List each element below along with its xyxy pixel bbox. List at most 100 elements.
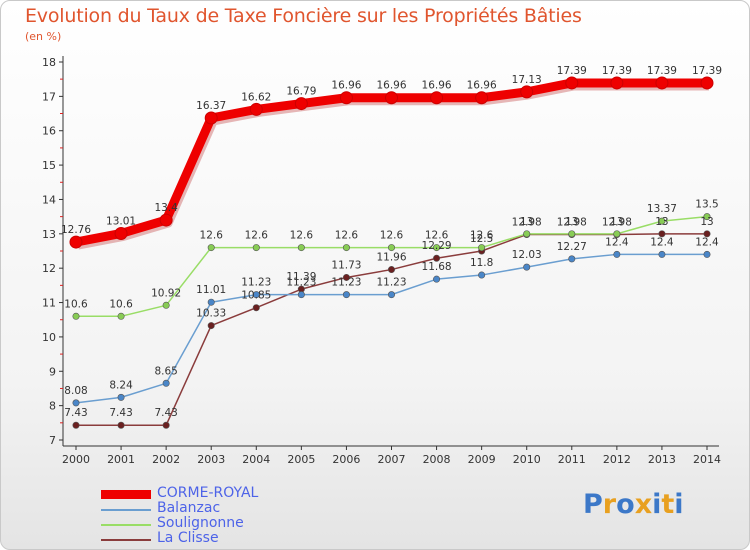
data-point	[433, 275, 441, 283]
x-tick-label: 2004	[242, 453, 270, 466]
data-label: 12.98	[512, 217, 542, 229]
data-point	[433, 244, 441, 252]
data-point	[703, 250, 711, 258]
data-point	[159, 213, 173, 227]
legend-label: Soulignonne	[157, 515, 244, 531]
data-point	[114, 226, 128, 240]
data-point	[613, 230, 621, 238]
x-tick-label: 2011	[558, 453, 586, 466]
data-label: 11.68	[422, 261, 452, 273]
data-label: 11.23	[286, 277, 316, 289]
data-point	[703, 230, 711, 238]
data-label: 7.43	[109, 407, 132, 419]
data-point	[339, 91, 353, 105]
data-label: 12.76	[61, 224, 91, 236]
data-label: 16.62	[241, 91, 271, 103]
data-label: 11.96	[376, 252, 406, 264]
data-point	[385, 91, 398, 105]
x-tick-label: 2012	[603, 453, 631, 466]
data-label: 16.96	[376, 80, 406, 92]
data-label: 16.79	[286, 86, 316, 98]
data-label: 16.37	[196, 100, 226, 112]
y-tick-label: 12	[42, 262, 56, 275]
chart-title: Evolution du Taux de Taxe Foncière sur l…	[25, 5, 582, 27]
data-point	[204, 111, 218, 125]
x-tick-label: 2009	[468, 453, 496, 466]
data-point	[117, 421, 125, 429]
data-label: 13	[610, 216, 623, 228]
legend-swatch	[101, 509, 151, 511]
y-tick-label: 17	[42, 90, 56, 103]
data-point	[249, 102, 263, 116]
x-tick-label: 2003	[197, 453, 225, 466]
x-tick-label: 2006	[332, 453, 360, 466]
data-label: 12.4	[650, 236, 674, 248]
x-tick-label: 2000	[62, 453, 90, 466]
chart-legend: CORME-ROYAL Balanzac Soulignonne La Clisse	[101, 485, 341, 547]
data-point	[297, 291, 305, 299]
data-point	[568, 230, 576, 238]
data-point	[565, 76, 579, 90]
data-label: 12.4	[695, 236, 719, 248]
legend-label: CORME-ROYAL	[157, 485, 259, 501]
data-label: 13	[700, 216, 713, 228]
data-point	[117, 393, 125, 401]
y-tick-label: 8	[49, 400, 56, 413]
data-label: 12.6	[425, 230, 449, 242]
data-point	[387, 291, 395, 299]
data-label: 13.5	[695, 199, 718, 211]
data-label: 16.96	[467, 80, 497, 92]
data-point	[207, 298, 215, 306]
data-point	[613, 250, 621, 258]
data-label: 11.23	[331, 277, 361, 289]
logo-letter: i	[652, 489, 662, 520]
data-point	[478, 244, 486, 252]
data-point	[252, 291, 260, 299]
data-point	[568, 255, 576, 263]
data-label: 7.43	[154, 407, 177, 419]
x-tick-label: 2005	[287, 453, 315, 466]
data-label: 11.39	[286, 271, 316, 283]
data-label: 12.03	[512, 249, 542, 261]
data-point	[207, 244, 215, 252]
data-point	[252, 304, 260, 312]
data-point	[703, 213, 711, 221]
data-point	[700, 76, 714, 90]
data-label: 10.85	[241, 290, 271, 302]
logo-letter: r	[602, 489, 617, 520]
data-point	[387, 244, 395, 252]
data-label: 17.39	[602, 65, 632, 77]
data-label: 17.13	[512, 74, 542, 86]
data-label: 13.01	[106, 215, 136, 227]
data-point	[610, 76, 624, 90]
data-point	[294, 97, 308, 111]
data-point	[523, 263, 531, 271]
data-label: 16.96	[422, 80, 452, 92]
data-label: 11.8	[470, 257, 493, 269]
data-point	[520, 85, 534, 99]
x-tick-label: 2010	[513, 453, 541, 466]
data-point	[658, 230, 666, 238]
data-point	[69, 235, 83, 249]
data-label: 10.92	[151, 287, 181, 299]
data-point	[72, 312, 80, 320]
data-label: 12.4	[605, 236, 629, 248]
chart-subtitle: (en %)	[25, 30, 62, 43]
data-label: 16.96	[331, 80, 361, 92]
data-label: 13.37	[647, 203, 677, 215]
y-tick-label: 14	[42, 193, 56, 206]
data-label: 10.6	[109, 298, 133, 310]
data-point	[658, 217, 666, 225]
legend-label: La Clisse	[157, 530, 219, 546]
data-label: 17.39	[557, 65, 587, 77]
data-label: 10.33	[196, 308, 226, 320]
data-label: 7.43	[64, 407, 87, 419]
data-label: 11.23	[376, 277, 406, 289]
data-point	[342, 273, 350, 281]
data-label: 17.39	[647, 65, 677, 77]
data-label: 12.6	[335, 230, 359, 242]
data-label: 13.4	[154, 202, 178, 214]
x-tick-label: 2002	[152, 453, 180, 466]
